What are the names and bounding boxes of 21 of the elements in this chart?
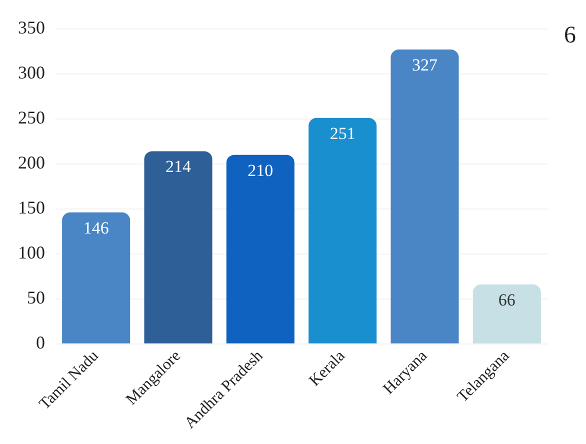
y-tick-label: 250 [18,108,45,128]
bar [226,154,294,344]
y-tick-label: 350 [18,18,45,38]
y-tick-label: 50 [27,288,45,308]
data-label: 251 [330,124,356,143]
y-tick-label: 150 [18,198,45,218]
data-label: 66 [498,290,516,310]
bar [62,212,130,344]
bar [472,284,541,344]
text: 6 [564,22,576,48]
data-label: 210 [248,160,274,180]
bar [308,118,377,344]
bar [390,50,459,344]
bar [144,151,212,344]
y-tick-label: 300 [18,62,45,83]
data-label: 327 [412,55,438,74]
data-label: 146 [83,218,109,238]
y-tick-label: 0 [36,332,45,353]
data-label: 214 [166,157,192,176]
y-tick-label: 100 [18,242,45,263]
y-tick-label: 200 [18,152,45,173]
